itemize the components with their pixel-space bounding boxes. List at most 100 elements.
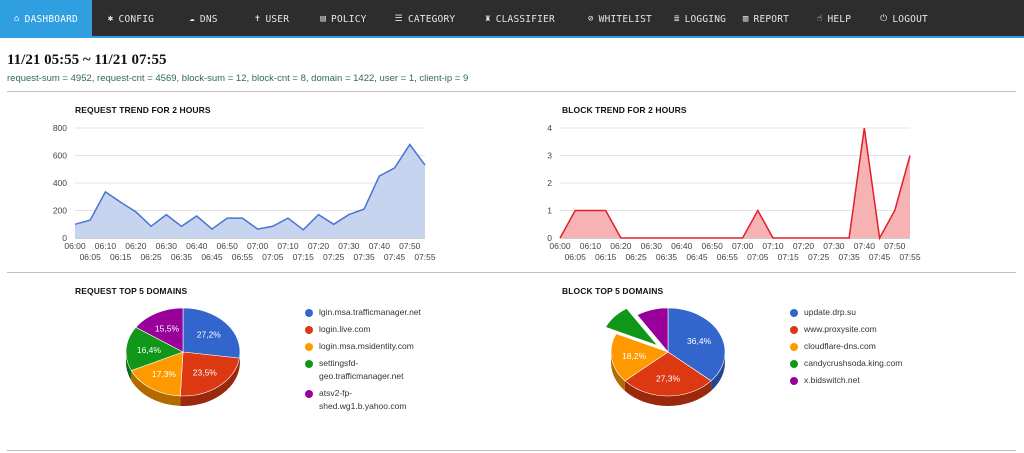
legend-item[interactable]: login.live.com bbox=[305, 323, 421, 336]
pie-slice[interactable] bbox=[667, 307, 726, 382]
nav-whitelist[interactable]: ⊘ WHITELIST bbox=[570, 0, 670, 38]
legend-swatch bbox=[790, 342, 798, 351]
hand-icon: ☝ bbox=[816, 13, 823, 24]
legend-item[interactable]: www.proxysite.com bbox=[790, 323, 902, 336]
legend-label-line: shed.wg1.b.yahoo.com bbox=[319, 401, 407, 411]
nav-policy[interactable]: ▤ POLICY bbox=[307, 0, 380, 38]
request-trend-chart: 020040060080006:0006:0506:1006:1506:2006… bbox=[53, 123, 436, 262]
series-area bbox=[75, 144, 425, 238]
x-tick-label: 06:45 bbox=[201, 252, 223, 262]
pie-slice[interactable] bbox=[179, 351, 240, 397]
legend-label-line: atsv2-fp- bbox=[319, 388, 353, 398]
user-icon: ✝ bbox=[254, 13, 261, 24]
x-tick-label: 07:10 bbox=[277, 241, 299, 251]
x-tick-label: 07:30 bbox=[338, 241, 360, 251]
pie-slice[interactable] bbox=[130, 351, 184, 397]
legend-swatch bbox=[305, 389, 313, 398]
x-tick-label: 06:30 bbox=[641, 241, 663, 251]
pie-data-label: 36,4% bbox=[687, 336, 712, 346]
legend-item[interactable]: cloudflare-dns.com bbox=[790, 340, 902, 353]
x-tick-label: 07:20 bbox=[308, 241, 330, 251]
x-tick-label: 06:10 bbox=[95, 241, 117, 251]
pie-slice[interactable] bbox=[182, 307, 241, 359]
request-top-domains-pie: 27,2% 23,5% 17,3% 16,4% 15,5% bbox=[125, 307, 241, 406]
legend-label-line: geo.trafficmanager.net bbox=[319, 371, 404, 381]
nav-classifier[interactable]: ♜ CLASSIFIER bbox=[470, 0, 570, 38]
nav-label: CATEGORY bbox=[407, 13, 456, 25]
x-tick-label: 07:00 bbox=[247, 241, 269, 251]
legend-label: settingsfd-geo.trafficmanager.net bbox=[319, 357, 403, 383]
nav-logout[interactable]: ⏻ LOGOUT bbox=[866, 0, 942, 38]
nav-label: DASHBOARD bbox=[24, 13, 78, 25]
request-top-domains-title: REQUEST TOP 5 DOMAINS bbox=[75, 286, 188, 296]
legend-label-line: x.bidswitch.net bbox=[804, 375, 860, 385]
legend-label-line: lgin.msa.trafficmanager.net bbox=[319, 307, 421, 317]
database-icon: ≣ bbox=[673, 13, 680, 24]
legend-label-line: update.drp.su bbox=[804, 307, 856, 317]
pie-data-label: 23,5% bbox=[193, 367, 218, 377]
pie-slice-side bbox=[180, 358, 240, 406]
x-tick-label: 06:15 bbox=[595, 252, 617, 262]
nav-category[interactable]: ☰ CATEGORY bbox=[380, 0, 470, 38]
pie-slice[interactable] bbox=[610, 333, 669, 382]
legend-item[interactable]: lgin.msa.trafficmanager.net bbox=[305, 306, 421, 319]
nav-help[interactable]: ☝ HELP bbox=[802, 0, 866, 38]
legend-label: cloudflare-dns.com bbox=[804, 340, 876, 353]
pie-slice[interactable] bbox=[135, 307, 184, 353]
legend-swatch bbox=[790, 325, 798, 334]
x-tick-label: 07:25 bbox=[323, 252, 345, 262]
x-tick-label: 07:05 bbox=[747, 252, 769, 262]
pie-slice[interactable] bbox=[125, 326, 184, 371]
nav-dns[interactable]: ☁ DNS bbox=[170, 0, 237, 38]
x-tick-label: 06:50 bbox=[702, 241, 724, 251]
legend-item[interactable]: x.bidswitch.net bbox=[790, 374, 902, 387]
pie-data-label: 27,2% bbox=[197, 330, 222, 340]
legend-item[interactable]: settingsfd-geo.trafficmanager.net bbox=[305, 357, 421, 383]
legend-item[interactable]: login.msa.msidentity.com bbox=[305, 340, 421, 353]
x-tick-label: 06:55 bbox=[232, 252, 254, 262]
request-trend-title: REQUEST TREND FOR 2 HOURS bbox=[75, 105, 211, 115]
pie-slice[interactable] bbox=[636, 307, 669, 353]
nav-logging[interactable]: ≣ LOGGING bbox=[670, 0, 730, 38]
legend-swatch bbox=[305, 359, 313, 368]
x-tick-label: 06:10 bbox=[580, 241, 602, 251]
divider bbox=[7, 91, 1016, 92]
x-tick-label: 06:55 bbox=[717, 252, 739, 262]
legend-label: login.msa.msidentity.com bbox=[319, 340, 414, 353]
nav-user[interactable]: ✝ USER bbox=[237, 0, 307, 38]
legend-label: candycrushsoda.king.com bbox=[804, 357, 902, 370]
series-line bbox=[559, 127, 911, 241]
legend-item[interactable]: update.drp.su bbox=[790, 306, 902, 319]
x-tick-label: 07:45 bbox=[384, 252, 406, 262]
legend-label: atsv2-fp-shed.wg1.b.yahoo.com bbox=[319, 387, 406, 413]
pie-slice-side bbox=[131, 370, 181, 406]
x-tick-label: 07:55 bbox=[414, 252, 436, 262]
legend-label-line: settingsfd- bbox=[319, 358, 359, 368]
legend-item[interactable]: atsv2-fp-shed.wg1.b.yahoo.com bbox=[305, 387, 421, 413]
x-tick-label: 07:30 bbox=[823, 241, 845, 251]
block-top-domains-title: BLOCK TOP 5 DOMAINS bbox=[562, 286, 664, 296]
pie-slice[interactable] bbox=[624, 351, 712, 397]
pie-data-label: 17,3% bbox=[152, 369, 177, 379]
legend-label-line: login.live.com bbox=[319, 324, 371, 334]
x-tick-label: 07:00 bbox=[732, 241, 754, 251]
legend-swatch bbox=[790, 376, 798, 385]
x-tick-label: 07:20 bbox=[793, 241, 815, 251]
gear-icon: ✱ bbox=[107, 13, 114, 24]
divider bbox=[7, 450, 1016, 451]
nav-dashboard[interactable]: ⌂ DASHBOARD bbox=[0, 0, 92, 38]
nav-label: REPORT bbox=[753, 13, 790, 25]
book-icon: ▤ bbox=[320, 13, 327, 24]
nav-config[interactable]: ✱ CONFIG bbox=[92, 0, 170, 38]
nav-report[interactable]: ▥ REPORT bbox=[730, 0, 802, 38]
legend-label: update.drp.su bbox=[804, 306, 856, 319]
x-tick-label: 06:05 bbox=[565, 252, 587, 262]
legend-label: www.proxysite.com bbox=[804, 323, 877, 336]
pie-slice-side bbox=[624, 380, 712, 406]
y-tick-label: 600 bbox=[53, 151, 67, 161]
x-tick-label: 07:50 bbox=[884, 241, 906, 251]
pie-slice[interactable] bbox=[605, 308, 659, 347]
x-tick-label: 06:30 bbox=[156, 241, 178, 251]
legend-swatch bbox=[305, 325, 313, 334]
legend-item[interactable]: candycrushsoda.king.com bbox=[790, 357, 902, 370]
